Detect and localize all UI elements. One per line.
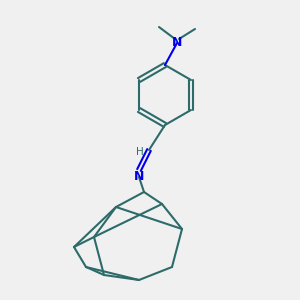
- Text: H: H: [136, 147, 144, 157]
- Text: N: N: [134, 169, 144, 182]
- Text: N: N: [172, 37, 182, 50]
